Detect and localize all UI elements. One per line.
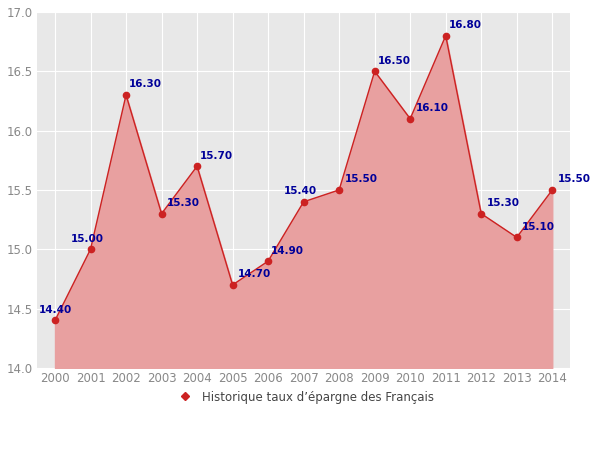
Text: 16.80: 16.80 (448, 20, 481, 30)
Text: 15.30: 15.30 (167, 198, 200, 208)
Text: 15.70: 15.70 (200, 151, 233, 161)
Legend: Historique taux d’épargne des Français: Historique taux d’épargne des Français (168, 386, 439, 408)
Text: 14.70: 14.70 (238, 269, 271, 279)
Text: 15.50: 15.50 (558, 174, 591, 184)
Text: 16.50: 16.50 (377, 56, 410, 66)
Text: 14.90: 14.90 (271, 246, 304, 256)
Text: 15.00: 15.00 (71, 234, 104, 244)
Text: 16.10: 16.10 (416, 103, 449, 113)
Text: 16.30: 16.30 (129, 80, 162, 90)
Text: 15.40: 15.40 (284, 186, 317, 196)
Text: 15.10: 15.10 (522, 222, 555, 232)
Text: 15.50: 15.50 (344, 174, 377, 184)
Text: 14.40: 14.40 (38, 305, 71, 315)
Text: 15.30: 15.30 (487, 198, 520, 208)
